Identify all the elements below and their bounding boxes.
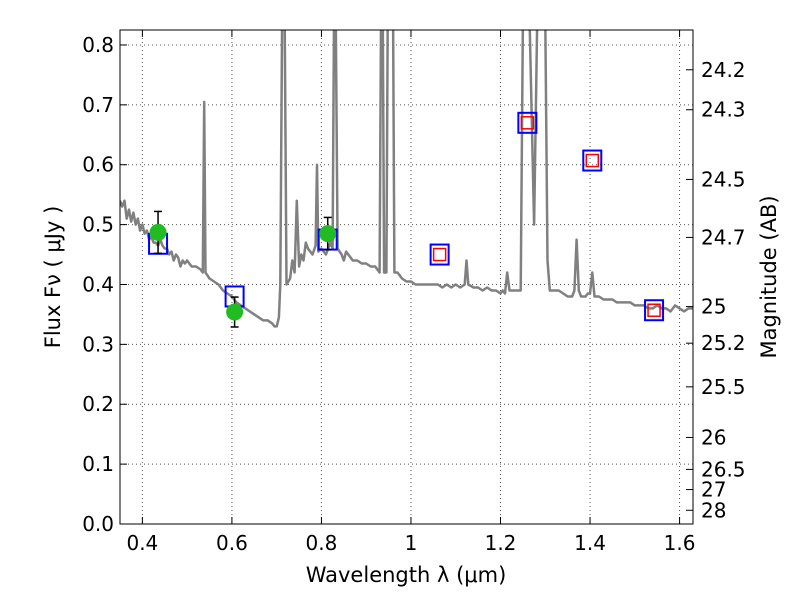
observed-data-point xyxy=(319,225,337,243)
y-tick-label: 0.7 xyxy=(82,93,114,117)
y-tick-label: 0.0 xyxy=(82,512,114,536)
magnitude-tick-label: 24.5 xyxy=(701,167,746,191)
y-axis-label-right: Magnitude (AB) xyxy=(757,195,781,358)
plot-frame xyxy=(119,29,694,525)
model-photometry-marker xyxy=(644,299,665,322)
magnitude-tick-label: 27 xyxy=(701,478,726,502)
model-photometry-inner-marker xyxy=(647,303,661,317)
observed-data-point xyxy=(226,303,244,321)
sed-model-line xyxy=(120,30,693,328)
y-tick-label: 0.2 xyxy=(82,392,114,416)
model-photometry-inner-marker xyxy=(585,153,600,168)
x-tick-label: 1.2 xyxy=(485,531,517,555)
x-tick-label: 1 xyxy=(405,531,418,555)
model-photometry-marker xyxy=(517,111,538,134)
model-photometry-inner-marker xyxy=(432,247,447,262)
grid-layer xyxy=(120,30,693,525)
x-tick-label: 1.4 xyxy=(574,531,606,555)
x-tick-label: 1.6 xyxy=(664,531,696,555)
y-tick-label: 0.8 xyxy=(82,33,114,57)
tick-layer: 0.4 0.6 0.8 1 1.2 1.4 1.6 0.0 0.1 0.2 0.3 0.4 0.5 0.6… xyxy=(82,30,746,555)
magnitude-tick-label: 26.5 xyxy=(701,457,746,481)
model-photometry-marker xyxy=(582,149,603,172)
x-tick-label: 0.4 xyxy=(126,531,158,555)
model-photometry-marker xyxy=(429,243,450,266)
magnitude-tick-label: 25 xyxy=(701,295,726,319)
model-photometry-inner-marker xyxy=(520,116,535,130)
magnitude-tick-label: 24.7 xyxy=(701,225,746,249)
magnitude-tick-label: 24.2 xyxy=(701,58,746,82)
x-axis-label: Wavelength λ (μm) xyxy=(306,563,507,587)
magnitude-tick-label: 26 xyxy=(701,425,726,449)
y-tick-label: 0.5 xyxy=(82,213,114,237)
y-tick-label: 0.3 xyxy=(82,332,114,356)
y-tick-label: 0.4 xyxy=(82,272,114,296)
plot-layer xyxy=(120,30,693,328)
x-tick-label: 0.8 xyxy=(306,531,338,555)
y-tick-label: 0.1 xyxy=(82,452,114,476)
magnitude-tick-label: 25.5 xyxy=(701,375,746,399)
magnitude-tick-label: 24.3 xyxy=(701,98,746,122)
y-tick-label: 0.6 xyxy=(82,153,114,177)
x-tick-label: 0.6 xyxy=(216,531,248,555)
magnitude-tick-label: 25.2 xyxy=(701,331,746,355)
observed-data-point xyxy=(149,223,167,241)
y-axis-label-left: Flux Fν ( μJy ) xyxy=(41,206,65,349)
magnitude-tick-label: 28 xyxy=(701,498,726,522)
